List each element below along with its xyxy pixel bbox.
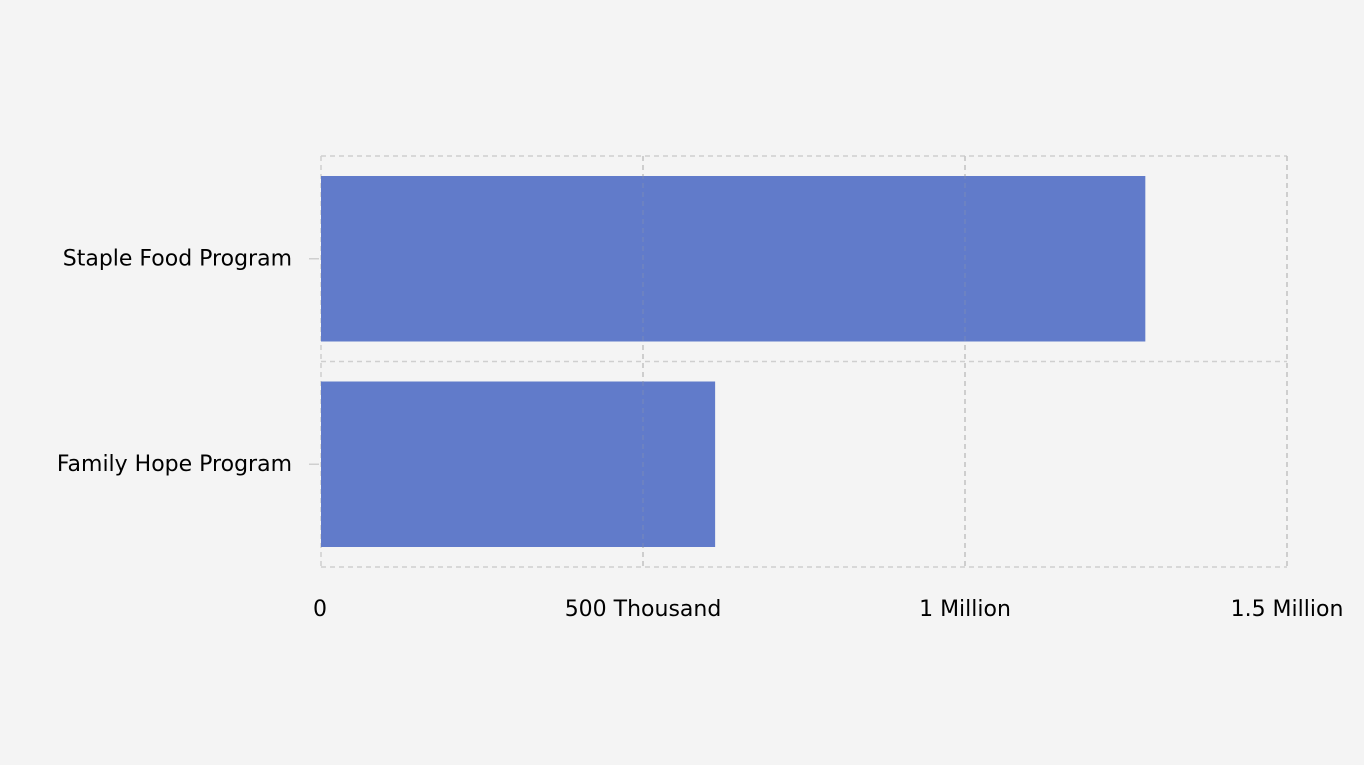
- bars: [321, 176, 1146, 547]
- y-tick-label: Staple Food Program: [63, 246, 292, 271]
- x-tick-label: 0: [313, 597, 327, 622]
- x-tick-label: 1.5 Million: [1231, 597, 1344, 622]
- bar: [321, 381, 716, 547]
- y-axis: Staple Food Program Family Hope Program: [57, 246, 319, 477]
- y-tick-label: Family Hope Program: [57, 452, 292, 477]
- x-axis: 0 500 Thousand 1 Million 1.5 Million: [313, 597, 1343, 622]
- x-tick-label: 500 Thousand: [565, 597, 722, 622]
- x-tick-label: 1 Million: [919, 597, 1011, 622]
- vertical-gridlines-overlay: [642, 156, 1288, 567]
- bar: [321, 176, 1146, 342]
